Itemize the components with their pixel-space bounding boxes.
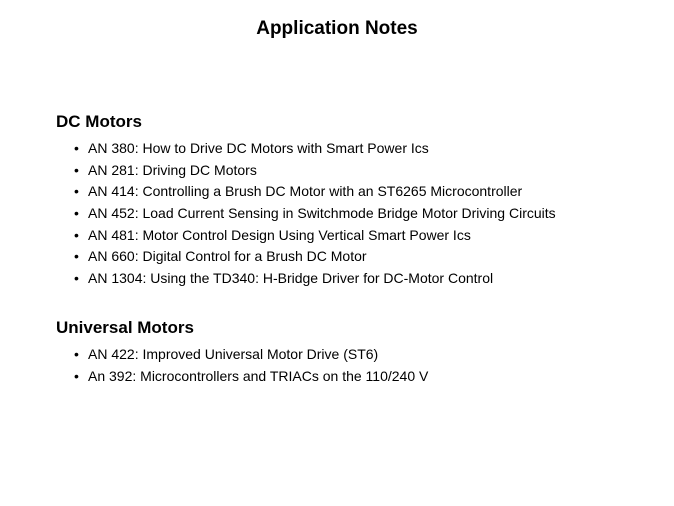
page-title: Application Notes xyxy=(56,18,618,40)
list-item: AN 452: Load Current Sensing in Switchmo… xyxy=(74,203,618,225)
list-item: AN 414: Controlling a Brush DC Motor wit… xyxy=(74,181,618,203)
list-item: AN 1304: Using the TD340: H-Bridge Drive… xyxy=(74,268,618,290)
list-item: An 392: Microcontrollers and TRIACs on t… xyxy=(74,366,618,388)
document-container: Application Notes DC Motors AN 380: How … xyxy=(0,0,674,387)
section-dc-motors: DC Motors AN 380: How to Drive DC Motors… xyxy=(56,112,618,290)
list-item: AN 380: How to Drive DC Motors with Smar… xyxy=(74,138,618,160)
list-item: AN 281: Driving DC Motors xyxy=(74,160,618,182)
section-universal-motors: Universal Motors AN 422: Improved Univer… xyxy=(56,318,618,387)
bullet-list: AN 422: Improved Universal Motor Drive (… xyxy=(56,344,618,387)
section-heading: Universal Motors xyxy=(56,318,618,338)
bullet-list: AN 380: How to Drive DC Motors with Smar… xyxy=(56,138,618,290)
list-item: AN 660: Digital Control for a Brush DC M… xyxy=(74,246,618,268)
list-item: AN 422: Improved Universal Motor Drive (… xyxy=(74,344,618,366)
list-item: AN 481: Motor Control Design Using Verti… xyxy=(74,225,618,247)
section-heading: DC Motors xyxy=(56,112,618,132)
